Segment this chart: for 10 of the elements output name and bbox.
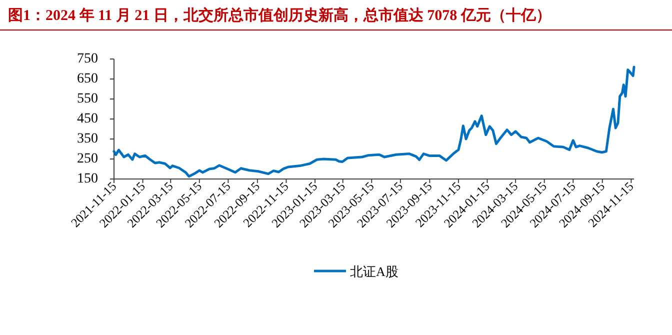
y-tick-label: 250 [77, 152, 98, 166]
title: 图1：2024 年 11 月 21 日，北交所总市值创历史新高，总市值达 7078 亿元（十亿） [8, 8, 551, 24]
y-tick-label: 450 [77, 112, 98, 126]
y-tick-label: 150 [77, 172, 98, 186]
y-tick-label: 350 [77, 132, 98, 146]
y-tick-label: 550 [77, 92, 98, 106]
legend-label: 北证A股 [350, 264, 398, 279]
y-tick-label: 750 [77, 52, 98, 66]
legend: 北证A股 [314, 264, 398, 279]
y-tick-label: 650 [77, 72, 98, 86]
